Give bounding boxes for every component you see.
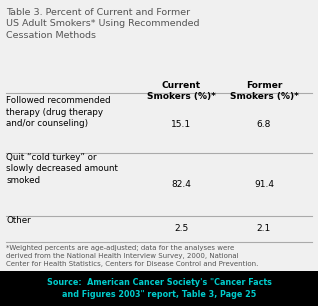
Text: Table 3. Percent of Current and Former
US Adult Smokers* Using Recommended
Cessa: Table 3. Percent of Current and Former U… (6, 8, 200, 40)
Text: Followed recommended
therapy (drug therapy
and/or counseling): Followed recommended therapy (drug thera… (6, 96, 111, 128)
Text: Former
Smokers (%)*: Former Smokers (%)* (230, 81, 298, 101)
Text: Source:  American Cancer Society's "Cancer Facts
and Figures 2003" report, Table: Source: American Cancer Society's "Cance… (46, 278, 272, 299)
Text: Current
Smokers (%)*: Current Smokers (%)* (147, 81, 216, 101)
Text: *Weighted percents are age-adjusted; data for the analyses were
derived from the: *Weighted percents are age-adjusted; dat… (6, 245, 259, 267)
Text: 15.1: 15.1 (171, 120, 191, 129)
Text: 6.8: 6.8 (257, 120, 271, 129)
Text: 82.4: 82.4 (171, 180, 191, 189)
Text: 2.5: 2.5 (174, 224, 188, 233)
Text: Other: Other (6, 216, 31, 225)
Text: 2.1: 2.1 (257, 224, 271, 233)
Text: Quit “cold turkey” or
slowly decreased amount
smoked: Quit “cold turkey” or slowly decreased a… (6, 153, 118, 185)
Text: 91.4: 91.4 (254, 180, 274, 189)
FancyBboxPatch shape (0, 271, 318, 306)
